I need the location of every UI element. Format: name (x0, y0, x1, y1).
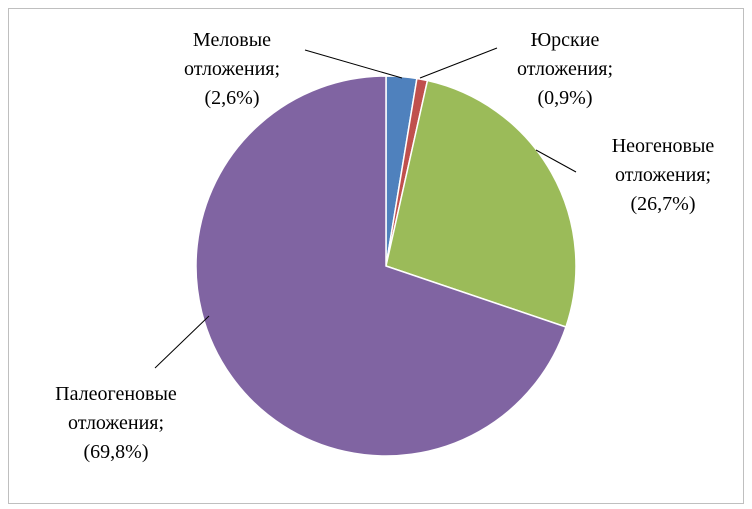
data-label: Меловые отложения; (2,6%) (162, 26, 302, 113)
leader-lines (154, 47, 577, 369)
value-label: (2,6%) (204, 87, 260, 109)
pie-slice (385, 79, 577, 328)
data-label: Юрские отложения; (0,9%) (495, 26, 635, 113)
value-label: (26,7%) (630, 193, 696, 215)
category-label: Меловые отложения; (183, 29, 281, 80)
slices (195, 75, 577, 457)
data-label: Неогеновые отложения; (26,7%) (593, 132, 733, 219)
value-label: (69,8%) (83, 441, 149, 463)
value-label: (0,9%) (537, 87, 593, 109)
leader-line (304, 49, 403, 79)
leader-line (535, 149, 577, 173)
leader-line (154, 315, 210, 369)
category-label: Палеогеновые отложения; (55, 383, 177, 434)
leader-line (419, 47, 498, 79)
category-label: Неогеновые отложения; (611, 135, 715, 186)
data-label: Палеогеновые отложения; (69,8%) (46, 380, 186, 467)
category-label: Юрские отложения; (516, 29, 614, 80)
pie-slice (195, 75, 567, 457)
